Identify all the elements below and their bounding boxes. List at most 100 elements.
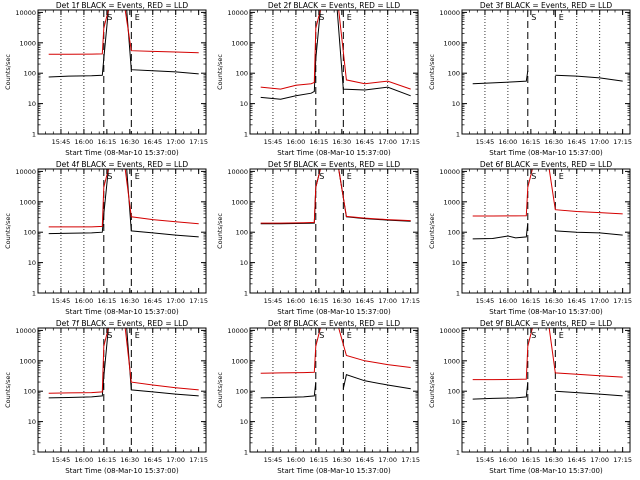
lld-series-line	[48, 168, 199, 228]
detector-panel: Det 5f BLACK = Events, RED = LLD Counts/s…	[216, 160, 420, 316]
x-tick-label: 17:15	[613, 456, 632, 464]
segment-marker: E	[559, 13, 564, 22]
y-tick-label: 1000	[19, 357, 36, 365]
panel-title: Det 5f BLACK = Events, RED = LLD	[268, 160, 401, 169]
x-tick-label: 17:00	[378, 297, 397, 305]
panel-title: Det 2f BLACK = Events, RED = LLD	[268, 1, 401, 10]
x-tick-label: 16:30	[544, 297, 563, 305]
y-axis-label: Counts/sec	[428, 54, 436, 90]
x-tick-label: 16:30	[120, 297, 139, 305]
x-tick-label: 16:15	[97, 138, 116, 146]
x-axis-label: Start Time (08-Mar-10 15:37:00)	[65, 467, 179, 475]
x-tick-label: 15:45	[264, 456, 283, 464]
segment-marker: S	[319, 331, 324, 340]
y-axis-label: Counts/sec	[216, 372, 224, 408]
panel-title: Det 6f BLACK = Events, RED = LLD	[480, 160, 613, 169]
x-tick-label: 17:00	[166, 456, 185, 464]
x-axis-label: Start Time (08-Mar-10 15:37:00)	[65, 308, 179, 316]
y-tick-label: 10000	[439, 168, 460, 176]
x-tick-label: 16:00	[287, 297, 306, 305]
y-tick-label: 1000	[443, 39, 460, 47]
y-tick-label: 10	[28, 100, 36, 108]
y-tick-label: 10000	[227, 168, 248, 176]
x-tick-label: 15:45	[52, 456, 71, 464]
y-tick-label: 1	[456, 290, 460, 298]
y-tick-label: 1000	[231, 39, 248, 47]
x-tick-label: 16:15	[309, 297, 328, 305]
y-tick-label: 10	[452, 259, 460, 267]
segment-marker: E	[135, 172, 140, 181]
x-tick-label: 16:30	[332, 138, 351, 146]
segment-marker: S	[107, 13, 112, 22]
x-tick-label: 17:15	[401, 456, 420, 464]
x-axis-label: Start Time (08-Mar-10 15:37:00)	[277, 149, 391, 157]
x-tick-label: 16:15	[97, 456, 116, 464]
panel-title: Det 4f BLACK = Events, RED = LLD	[56, 160, 189, 169]
detector-panel: Det 3f BLACK = Events, RED = LLD Counts/s…	[428, 1, 632, 157]
y-tick-label: 1	[244, 290, 248, 298]
x-tick-label: 17:00	[590, 138, 609, 146]
x-tick-label: 16:30	[332, 456, 351, 464]
y-tick-label: 1	[32, 131, 36, 139]
y-tick-label: 10	[452, 100, 460, 108]
y-tick-label: 10	[240, 100, 248, 108]
y-axis-label: Counts/sec	[216, 213, 224, 249]
x-tick-label: 15:45	[476, 456, 495, 464]
segment-marker: S	[107, 331, 112, 340]
x-axis-label: Start Time (08-Mar-10 15:37:00)	[277, 467, 391, 475]
x-tick-label: 16:45	[567, 138, 586, 146]
y-tick-label: 10000	[15, 168, 36, 176]
y-axis-label: Counts/sec	[428, 213, 436, 249]
x-tick-label: 16:45	[143, 138, 162, 146]
x-tick-label: 16:30	[332, 297, 351, 305]
y-axis-label: Counts/sec	[216, 54, 224, 90]
x-axis-label: Start Time (08-Mar-10 15:37:00)	[277, 308, 391, 316]
events-series-line	[48, 9, 199, 78]
x-tick-label: 16:30	[120, 456, 139, 464]
plot-frame	[461, 168, 631, 294]
y-axis-label: Counts/sec	[4, 213, 12, 249]
segment-marker: E	[559, 172, 564, 181]
events-series-line	[472, 223, 529, 240]
x-tick-label: 16:00	[499, 138, 518, 146]
y-tick-label: 1	[244, 449, 248, 457]
x-tick-label: 17:15	[401, 138, 420, 146]
y-tick-label: 1	[32, 290, 36, 298]
detector-panel: Det 6f BLACK = Events, RED = LLD Counts/s…	[428, 160, 632, 316]
x-tick-label: 16:00	[499, 297, 518, 305]
segment-marker: E	[347, 172, 352, 181]
panel-title: Det 3f BLACK = Events, RED = LLD	[480, 1, 613, 10]
plot-frame	[461, 327, 631, 453]
x-tick-label: 15:45	[52, 138, 71, 146]
y-tick-label: 10000	[15, 9, 36, 17]
y-tick-label: 10	[240, 418, 248, 426]
events-series-line	[555, 230, 623, 236]
lld-series-line	[260, 9, 411, 90]
y-tick-label: 1000	[19, 39, 36, 47]
y-tick-label: 100	[236, 388, 248, 396]
lld-series-line	[260, 168, 411, 224]
y-tick-label: 1	[32, 449, 36, 457]
y-tick-label: 1	[456, 131, 460, 139]
events-series-line	[472, 382, 529, 400]
x-tick-label: 16:30	[544, 456, 563, 464]
x-tick-label: 16:30	[544, 138, 563, 146]
x-tick-label: 16:45	[143, 297, 162, 305]
x-tick-label: 16:15	[309, 456, 328, 464]
x-tick-label: 16:15	[97, 297, 116, 305]
y-tick-label: 10	[240, 259, 248, 267]
x-axis-label: Start Time (08-Mar-10 15:37:00)	[489, 149, 603, 157]
x-tick-label: 17:00	[378, 138, 397, 146]
y-tick-label: 10000	[227, 9, 248, 17]
lld-series-line	[48, 327, 199, 394]
detector-panel: Det 1f BLACK = Events, RED = LLD Counts/s…	[4, 1, 208, 157]
x-tick-label: 16:45	[355, 138, 374, 146]
lld-series-line	[472, 168, 623, 217]
lld-series-line	[472, 327, 623, 381]
lld-series-line	[260, 327, 411, 374]
segment-marker: E	[135, 13, 140, 22]
y-tick-label: 100	[24, 70, 36, 78]
x-tick-label: 17:15	[189, 456, 208, 464]
x-tick-label: 16:45	[355, 456, 374, 464]
x-tick-label: 17:15	[613, 138, 632, 146]
